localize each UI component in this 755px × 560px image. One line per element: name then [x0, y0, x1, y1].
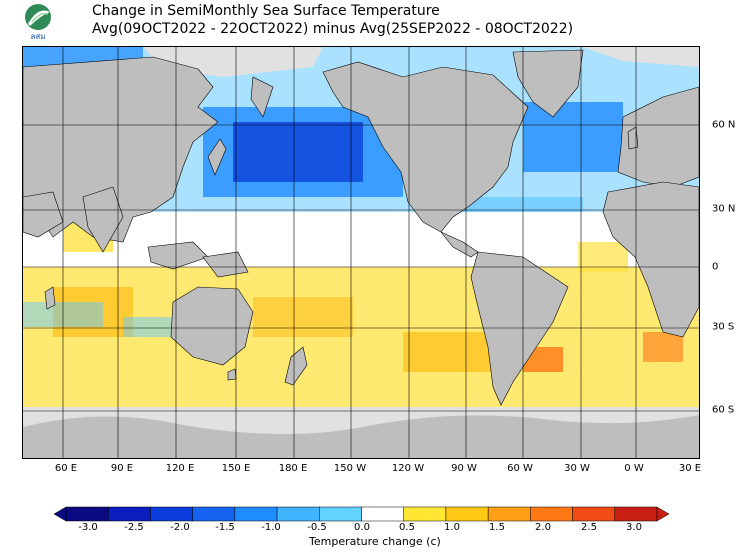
agency-logo: ลสม [18, 2, 62, 42]
legend-tick: -1.0 [261, 522, 281, 533]
legend-tick: -2.0 [170, 522, 190, 533]
lon-label-150w: 150 W [333, 463, 367, 474]
legend-tick: 2.5 [581, 522, 597, 533]
legend-tick: -0.5 [307, 522, 327, 533]
lon-label-30e: 30 E [678, 463, 702, 474]
lon-label-120e: 120 E [165, 463, 195, 474]
legend-swatch [572, 506, 616, 522]
lon-label-60e: 60 E [54, 463, 78, 474]
map-title: Change in SemiMonthly Sea Surface Temper… [92, 3, 440, 19]
legend-swatch [403, 506, 447, 522]
legend-colorbar [53, 506, 670, 522]
legend-swatch [445, 506, 489, 522]
legend-swatch [361, 506, 404, 522]
lon-label-120w: 120 W [391, 463, 425, 474]
legend-swatch [487, 506, 531, 522]
legend-title: Temperature change (c) [309, 535, 441, 548]
legend-tick: 1.5 [489, 522, 505, 533]
legend-swatch [234, 506, 278, 522]
map-canvas [23, 47, 699, 458]
lat-label-0: 0 [712, 261, 719, 273]
legend-tick: -3.0 [78, 522, 98, 533]
legend-swatch [150, 506, 193, 522]
map-subtitle: Avg(09OCT2022 - 22OCT2022) minus Avg(25S… [92, 21, 574, 37]
lon-label-30w: 30 W [564, 463, 590, 474]
svg-text:ลสม: ลสม [30, 32, 45, 41]
lat-label-60s: 60 S [712, 404, 735, 416]
legend-tick: 0.0 [354, 522, 370, 533]
lon-label-150e: 150 E [221, 463, 251, 474]
color-legend [53, 505, 670, 523]
legend-tick: -1.5 [215, 522, 235, 533]
lat-label-60n: 60 N [712, 119, 736, 131]
legend-overflow-arrow [656, 506, 670, 522]
legend-swatch [530, 506, 573, 522]
graticule [23, 47, 699, 458]
legend-swatch [192, 506, 236, 522]
legend-underflow-arrow [53, 506, 67, 522]
legend-tick: 0.5 [399, 522, 415, 533]
lon-label-90e: 90 E [110, 463, 134, 474]
lon-label-90w: 90 W [451, 463, 477, 474]
legend-swatch [107, 506, 151, 522]
legend-swatch [614, 506, 658, 522]
legend-swatch [319, 506, 362, 522]
legend-tick: 1.0 [444, 522, 460, 533]
lon-label-0w: 0 W [624, 463, 644, 474]
lat-label-30s: 30 S [712, 321, 735, 333]
legend-swatch [276, 506, 320, 522]
legend-tick: 3.0 [626, 522, 642, 533]
lon-label-60w: 60 W [507, 463, 533, 474]
lon-label-180e: 180 E [278, 463, 308, 474]
legend-swatch [65, 506, 109, 522]
legend-tick: 2.0 [535, 522, 551, 533]
sst-change-map [22, 46, 700, 459]
legend-tick: -2.5 [124, 522, 144, 533]
lat-label-30n: 30 N [712, 203, 736, 215]
